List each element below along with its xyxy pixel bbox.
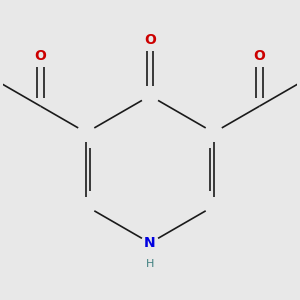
Text: N: N <box>144 236 156 250</box>
Text: H: H <box>146 259 154 269</box>
Text: O: O <box>144 33 156 47</box>
Text: O: O <box>35 49 46 63</box>
Text: O: O <box>254 49 265 63</box>
